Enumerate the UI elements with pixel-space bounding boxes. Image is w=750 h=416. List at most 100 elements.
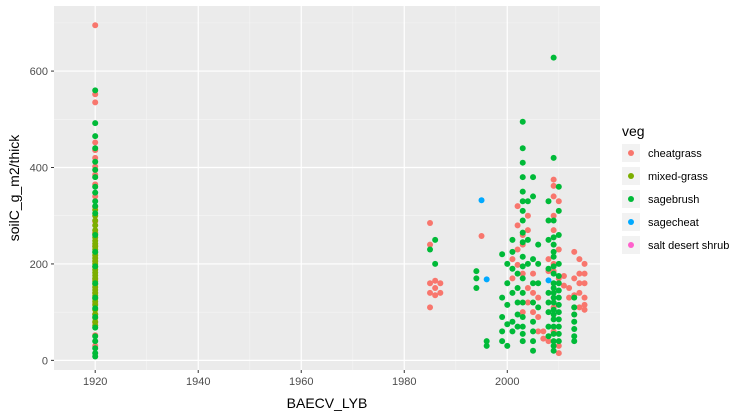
x-tick-label: 1960 [289, 376, 313, 388]
point-cheatgrass [576, 256, 583, 263]
legend-marker-sagebrush [628, 196, 634, 202]
point-sagecheat [545, 277, 552, 284]
point-cheatgrass [555, 198, 562, 205]
point-sagebrush [550, 338, 557, 345]
point-sagebrush [545, 236, 552, 243]
point-cheatgrass [576, 280, 583, 287]
point-cheatgrass [427, 289, 434, 296]
point-sagebrush [473, 268, 480, 275]
point-sagebrush [519, 239, 526, 246]
point-cheatgrass [514, 203, 521, 210]
point-sagebrush [514, 299, 521, 306]
point-sagebrush [519, 263, 526, 270]
point-cheatgrass [92, 22, 99, 29]
point-sagebrush [550, 241, 557, 248]
x-tick-label: 1980 [392, 376, 416, 388]
point-sagebrush [519, 253, 526, 260]
point-sagebrush [519, 207, 526, 214]
point-sagebrush [427, 246, 434, 253]
point-cheatgrass [571, 248, 578, 255]
point-sagebrush [555, 316, 562, 323]
point-sagebrush [555, 309, 562, 316]
point-sagebrush [545, 265, 552, 272]
point-sagebrush [509, 318, 516, 325]
point-sagebrush [571, 338, 578, 345]
point-sagebrush [504, 260, 511, 267]
point-cheatgrass [540, 335, 547, 342]
point-cheatgrass [560, 282, 567, 289]
point-sagebrush [555, 272, 562, 279]
legend-label-salt-desert-shrub: salt desert shrub [648, 240, 729, 252]
legend-marker-mixed-grass [628, 173, 634, 179]
point-sagebrush [92, 145, 99, 152]
point-cheatgrass [524, 299, 531, 306]
point-sagebrush [473, 285, 480, 292]
point-sagebrush [519, 188, 526, 195]
y-tick-label: 400 [30, 163, 48, 175]
y-tick-label: 0 [42, 355, 48, 367]
point-sagebrush [550, 316, 557, 323]
point-sagebrush [524, 236, 531, 243]
point-cheatgrass [555, 246, 562, 253]
point-cheatgrass [555, 342, 562, 349]
point-cheatgrass [581, 280, 588, 287]
point-sagebrush [530, 174, 537, 181]
point-sagebrush [473, 275, 480, 282]
point-cheatgrass [427, 280, 434, 287]
point-sagebrush [499, 251, 506, 258]
point-sagebrush [92, 174, 99, 181]
point-sagebrush [550, 330, 557, 337]
point-sagebrush [530, 338, 537, 345]
point-sagebrush [545, 289, 552, 296]
point-sagebrush [92, 183, 99, 190]
point-sagebrush [535, 241, 542, 248]
legend-marker-cheatgrass [628, 150, 634, 156]
point-sagebrush [550, 154, 557, 161]
grid-minor [54, 6, 600, 370]
point-sagebrush [92, 313, 99, 320]
point-cheatgrass [530, 289, 537, 296]
legend-label-mixed-grass: mixed-grass [648, 171, 708, 183]
point-cheatgrass [576, 289, 583, 296]
point-sagebrush [571, 304, 578, 311]
point-cheatgrass [550, 212, 557, 219]
point-sagebrush [545, 198, 552, 205]
point-cheatgrass [550, 193, 557, 200]
y-axis-title: soilC_g_m2/thick [6, 134, 22, 242]
y-tick-label: 600 [30, 66, 48, 78]
point-sagebrush [550, 263, 557, 270]
point-sagebrush [504, 321, 511, 328]
point-mixed-grass [92, 217, 99, 224]
point-sagebrush [519, 299, 526, 306]
point-cheatgrass [427, 304, 434, 311]
point-sagebrush [92, 232, 99, 239]
point-sagebrush [519, 118, 526, 125]
point-cheatgrass [92, 99, 99, 106]
point-sagebrush [92, 248, 99, 255]
point-cheatgrass [581, 260, 588, 267]
legend-title: veg [622, 123, 645, 139]
point-sagebrush [509, 328, 516, 335]
point-sagebrush [92, 333, 99, 340]
point-sagebrush [535, 304, 542, 311]
point-sagebrush [550, 280, 557, 287]
legend-marker-salt-desert-shrub [628, 242, 634, 248]
point-sagebrush [92, 294, 99, 301]
point-sagebrush [499, 313, 506, 320]
point-cheatgrass [535, 294, 542, 301]
legend-marker-sagecheat [628, 219, 634, 225]
point-sagebrush [571, 318, 578, 325]
point-sagebrush [92, 263, 99, 270]
point-cheatgrass [437, 280, 444, 287]
point-cheatgrass [535, 328, 542, 335]
point-sagebrush [92, 280, 99, 287]
point-sagebrush [550, 54, 557, 61]
point-cheatgrass [530, 270, 537, 277]
point-sagebrush [550, 285, 557, 292]
point-sagebrush [545, 309, 552, 316]
point-sagebrush [92, 198, 99, 205]
point-cheatgrass [524, 285, 531, 292]
point-cheatgrass [530, 309, 537, 316]
point-sagebrush [509, 236, 516, 243]
point-cheatgrass [581, 270, 588, 277]
